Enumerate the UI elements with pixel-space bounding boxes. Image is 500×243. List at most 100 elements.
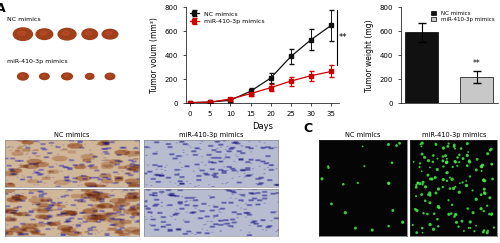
Y-axis label: Tumor volum (mm³): Tumor volum (mm³) [150, 17, 159, 93]
Point [448, 203, 456, 207]
Point [487, 147, 495, 151]
Point [430, 212, 438, 216]
Ellipse shape [58, 28, 76, 40]
Point [444, 198, 452, 202]
Point [457, 147, 465, 150]
Point [456, 153, 464, 157]
Point [458, 219, 466, 223]
Point [458, 181, 466, 184]
Point [477, 207, 485, 211]
Point [459, 157, 467, 161]
Point [448, 165, 456, 169]
Point [443, 160, 451, 164]
Point [388, 161, 396, 165]
Ellipse shape [40, 31, 46, 35]
Point [466, 220, 474, 224]
Bar [460, 77, 493, 103]
Point [478, 169, 486, 173]
Ellipse shape [106, 32, 112, 35]
Point [450, 143, 458, 147]
Point [446, 187, 454, 191]
Point [420, 211, 428, 215]
Point [408, 223, 416, 227]
Title: NC mimics: NC mimics [54, 132, 90, 138]
Point [368, 228, 376, 232]
Point [463, 154, 471, 157]
Ellipse shape [102, 29, 118, 39]
Point [478, 163, 486, 167]
Point [422, 185, 430, 189]
Point [464, 150, 472, 154]
Point [434, 168, 442, 172]
Point [429, 160, 437, 164]
Point [488, 162, 496, 166]
Point [464, 226, 472, 230]
Ellipse shape [88, 75, 91, 77]
Point [488, 213, 496, 217]
Y-axis label: Tumor weight (mg): Tumor weight (mg) [365, 19, 374, 92]
Point [484, 229, 492, 233]
Point [446, 176, 454, 180]
Point [480, 187, 488, 191]
Point [486, 212, 494, 216]
Ellipse shape [86, 74, 94, 79]
Point [432, 143, 440, 147]
Point [432, 191, 440, 195]
Ellipse shape [40, 73, 49, 79]
Point [488, 177, 496, 181]
Point [466, 160, 473, 164]
Point [456, 181, 464, 185]
Point [464, 160, 472, 164]
Point [340, 182, 347, 186]
Point [418, 141, 426, 145]
Point [418, 226, 426, 230]
Point [424, 212, 432, 216]
Point [416, 182, 424, 186]
Point [416, 142, 424, 146]
Text: A: A [0, 1, 5, 15]
Point [452, 160, 460, 164]
Point [450, 187, 458, 191]
Point [426, 193, 434, 197]
Point [392, 144, 400, 148]
Point [477, 193, 485, 197]
Ellipse shape [36, 29, 52, 39]
Ellipse shape [105, 73, 115, 79]
Text: **: ** [338, 33, 347, 42]
Point [462, 179, 470, 183]
Legend: NC mimics, miR-410-3p mimics: NC mimics, miR-410-3p mimics [189, 10, 266, 25]
Point [480, 191, 488, 195]
Point [384, 224, 392, 228]
Point [419, 180, 427, 184]
Point [481, 179, 489, 183]
Point [444, 144, 452, 148]
Point [354, 181, 362, 185]
Point [430, 154, 438, 157]
Point [424, 159, 432, 163]
Point [439, 185, 447, 189]
Point [490, 226, 498, 229]
Point [484, 152, 492, 156]
Point [384, 181, 392, 185]
Point [466, 226, 474, 230]
Title: miR-410-3p mimics: miR-410-3p mimics [179, 132, 244, 138]
Point [455, 160, 463, 164]
Point [414, 181, 422, 185]
Point [488, 212, 496, 216]
Point [412, 183, 420, 187]
Point [464, 164, 471, 168]
Point [452, 185, 460, 189]
Point [389, 208, 397, 212]
Point [442, 154, 450, 158]
Point [486, 148, 494, 152]
Point [342, 211, 349, 215]
Point [418, 144, 426, 148]
Point [480, 178, 488, 182]
Point [478, 164, 486, 168]
Point [448, 177, 456, 181]
Point [466, 174, 474, 178]
Point [426, 191, 434, 195]
Bar [406, 33, 438, 103]
Point [450, 145, 458, 148]
Point [451, 147, 459, 151]
